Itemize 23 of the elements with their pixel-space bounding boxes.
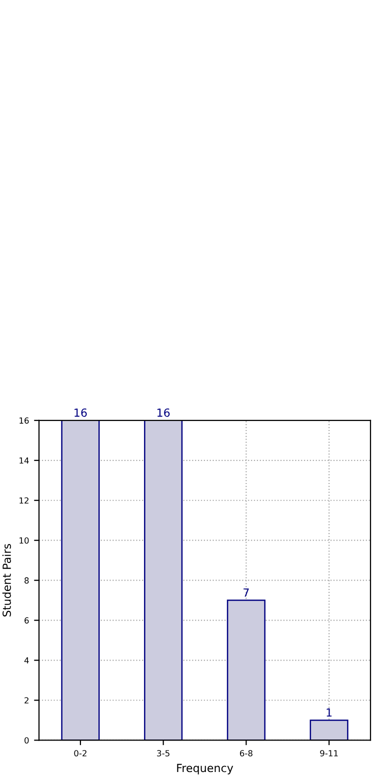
y-tick-label: 10 bbox=[20, 537, 29, 544]
x-tick-label: 6-8 bbox=[240, 750, 252, 756]
y-tick-label: 6 bbox=[24, 617, 29, 624]
x-axis-title: Frequency bbox=[177, 764, 234, 774]
y-tick-label: 8 bbox=[24, 577, 29, 584]
data-label: 7 bbox=[244, 588, 249, 597]
y-axis-title: Student Pairs bbox=[2, 544, 11, 616]
y-tick-label: 4 bbox=[24, 657, 29, 664]
bar bbox=[310, 720, 348, 740]
data-label: 16 bbox=[74, 408, 87, 417]
bar bbox=[226, 600, 266, 740]
bar bbox=[144, 420, 183, 740]
x-tick-label: 3-5 bbox=[157, 750, 170, 756]
data-label: 1 bbox=[326, 708, 332, 717]
bar bbox=[61, 420, 100, 740]
y-tick-label: 14 bbox=[20, 457, 29, 464]
x-tick-label: 9-11 bbox=[320, 750, 338, 756]
y-tick-label: 12 bbox=[20, 497, 28, 504]
y-tick-label: 16 bbox=[20, 417, 29, 424]
y-tick-label: 0 bbox=[24, 737, 29, 744]
y-tick-label: 2 bbox=[24, 697, 28, 704]
data-label: 16 bbox=[157, 408, 170, 417]
x-tick-label: 0-2 bbox=[74, 750, 86, 756]
